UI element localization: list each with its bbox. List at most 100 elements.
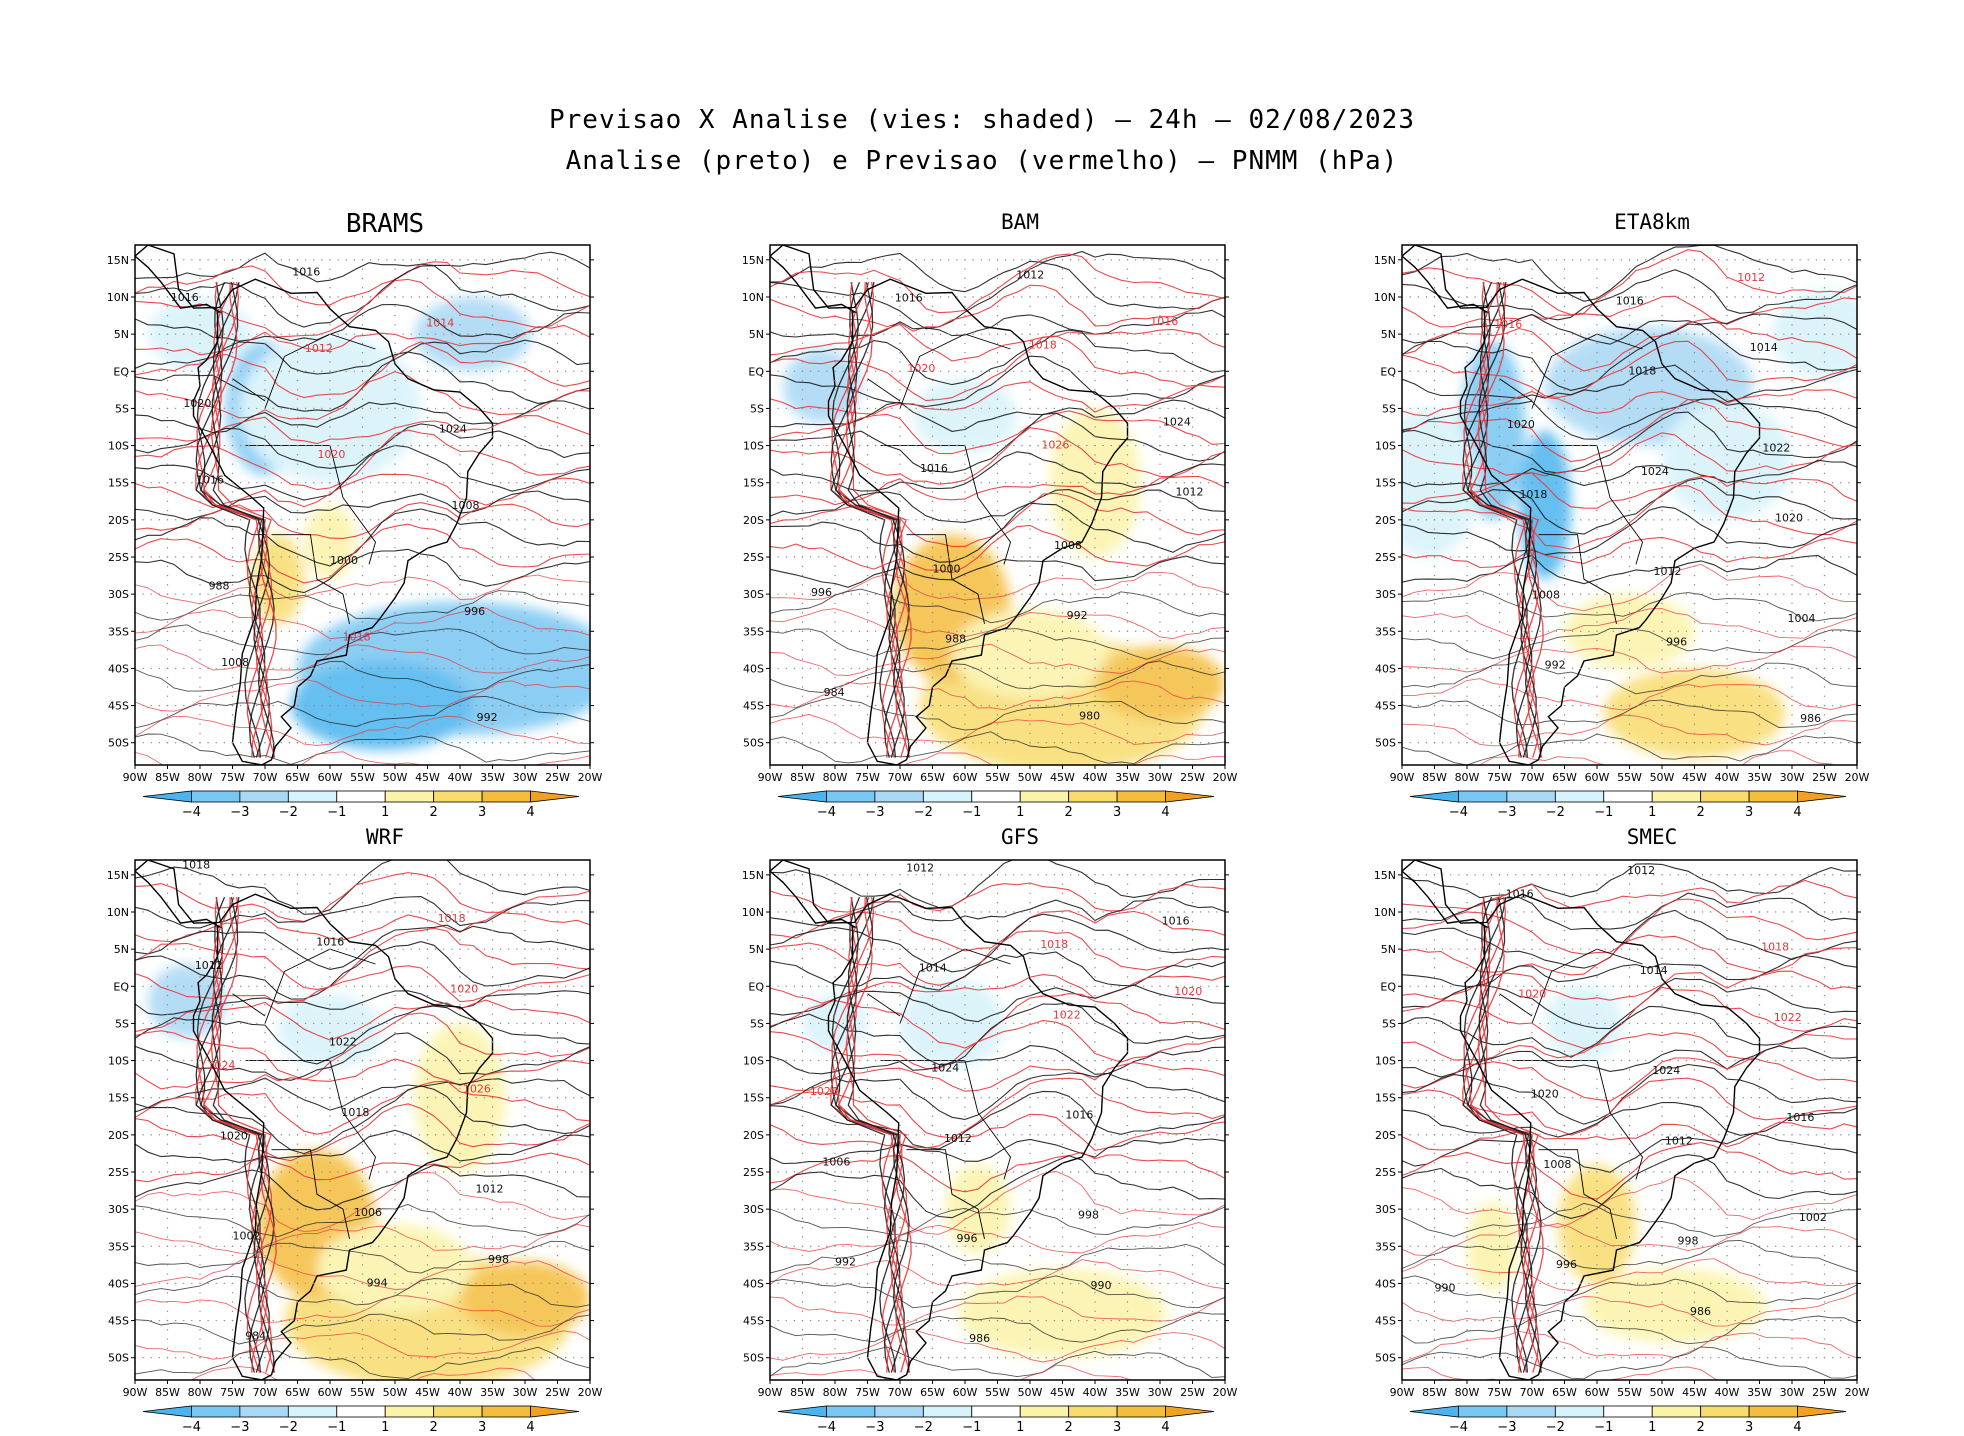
grid-dot [1167,296,1169,298]
grid-dot [931,519,934,521]
grid-dot [1531,287,1533,289]
isobar-label: 1008 [452,499,480,512]
grid-dot [166,454,169,456]
grid-dot [499,333,502,335]
grid-dot [491,305,494,307]
grid-dot [1531,454,1533,456]
grid-dot [532,444,534,447]
grid-dot [964,361,966,363]
bias-blob [952,609,1108,699]
grid-dot [1726,723,1728,725]
grid-dot [491,333,494,335]
grid-dot [361,500,364,502]
grid-dot [964,268,966,270]
grid-dot [1604,630,1606,632]
grid-dot [199,621,201,623]
isobar-line [135,502,590,539]
isobar-line [135,324,590,356]
grid-dot [231,574,234,577]
grid-dot [280,630,282,632]
grid-dot [1126,695,1129,697]
isobar-line [1402,678,1857,711]
grid-dot [475,593,477,595]
grid-dot [850,519,852,521]
grid-dot [1758,723,1761,725]
colorbar-label: 3 [1745,805,1753,820]
grid-dot [1758,621,1761,623]
grid-dot [1433,314,1436,317]
grid-dot [1466,426,1468,428]
grid-dot [1013,556,1015,558]
bias-blob [1402,408,1480,557]
isobar-label: 1016 [920,462,948,475]
grid-dot [1791,704,1793,707]
grid-dot [1807,296,1809,298]
grid-dot [231,547,234,549]
grid-dot [573,667,575,670]
grid-dot [1126,602,1129,605]
grid-dot [874,444,877,447]
grid-dot [1539,630,1541,632]
grid-dot [834,565,836,567]
grid-dot [1118,742,1121,744]
grid-dot [556,621,559,623]
grid-dot [1726,704,1728,707]
grid-dot [1620,407,1623,410]
grid-dot [1498,277,1501,280]
grid-dot [329,677,331,679]
grid-dot [1458,593,1460,595]
grid-dot [1515,593,1517,595]
grid-dot [1758,324,1761,326]
grid-dot [1004,259,1007,261]
grid-dot [1596,714,1598,716]
grid-dot [1693,268,1696,270]
grid-dot [296,574,299,577]
grid-dot [296,342,299,345]
grid-dot [1726,732,1728,735]
grid-dot [1175,667,1177,670]
grid-dot [1159,398,1161,400]
grid-dot [1013,667,1015,670]
grid-dot [1490,259,1493,261]
grid-dot [467,742,469,744]
grid-dot [508,444,510,447]
grid-dot [1151,556,1153,558]
grid-dot [1466,509,1468,512]
grid-dot [215,742,217,744]
grid-dot [532,556,534,558]
isobar-line [770,250,1225,293]
grid-dot [191,370,193,372]
grid-dot [1191,389,1194,391]
isobar-line [770,412,1225,473]
grid-dot [166,491,169,493]
grid-dot [524,389,526,391]
grid-dot [1126,547,1129,549]
grid-dot [883,333,885,335]
grid-dot [223,593,226,595]
grid-dot [548,296,551,298]
grid-dot [280,704,282,707]
grid-dot [296,742,299,744]
grid-dot [1710,556,1712,558]
grid-dot [939,370,942,372]
grid-dot [931,305,934,307]
grid-dot [777,519,779,521]
grid-dot [866,547,869,549]
grid-dot [418,370,421,372]
grid-dot [1191,444,1194,447]
grid-dot [964,556,966,558]
grid-dot [516,593,518,595]
grid-dot [1628,333,1631,335]
grid-dot [1417,482,1419,484]
grid-dot [1653,630,1655,632]
isobar-line [770,284,1225,332]
grid-dot [1831,593,1834,595]
bias-shading [783,349,1225,765]
grid-dot [361,305,364,307]
grid-dot [1466,407,1468,410]
grid-dot [1726,277,1728,280]
grid-dot [386,407,388,410]
grid-dot [142,444,144,447]
grid-dot [996,630,999,632]
grid-dot [459,686,461,688]
